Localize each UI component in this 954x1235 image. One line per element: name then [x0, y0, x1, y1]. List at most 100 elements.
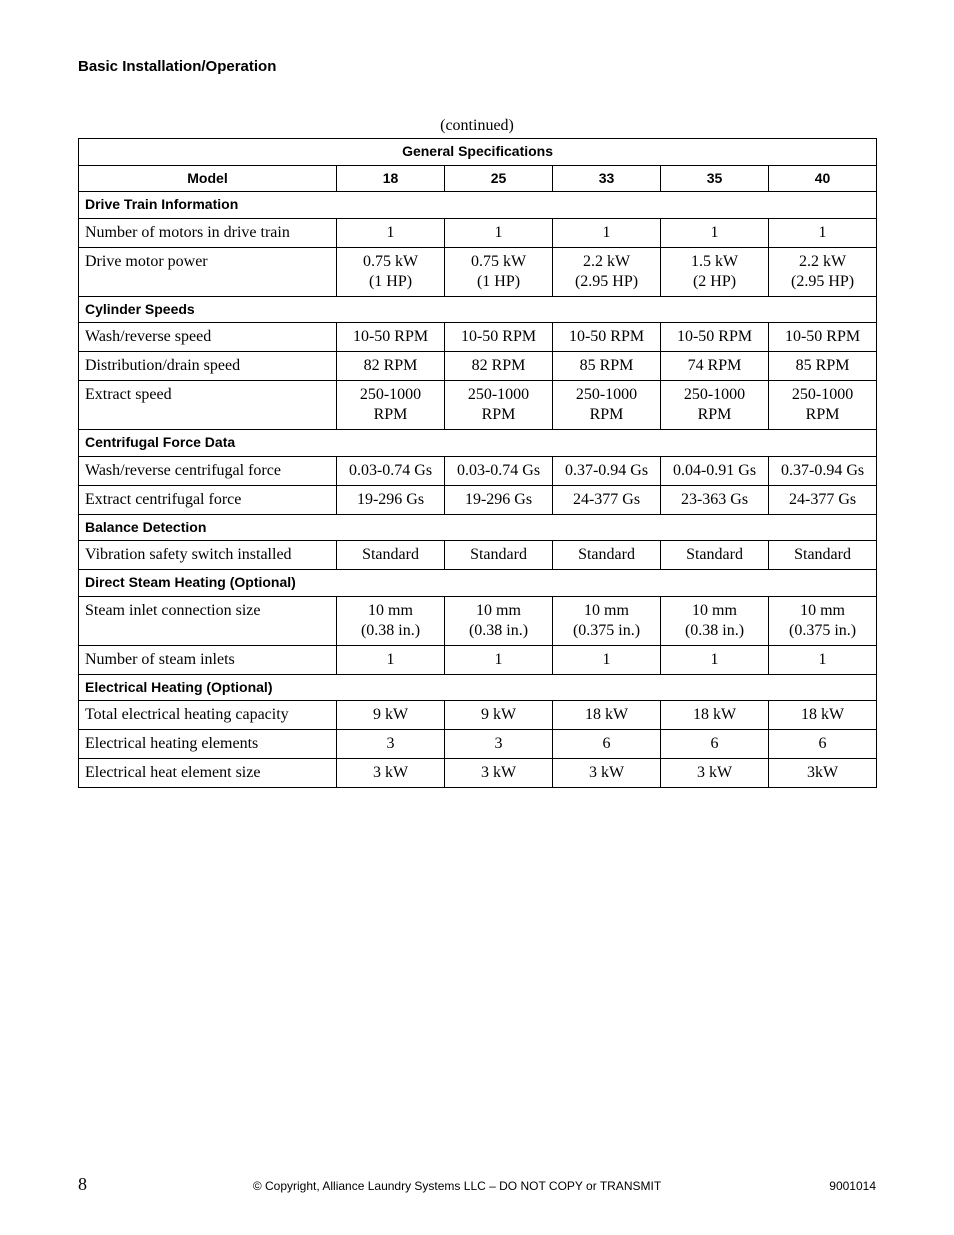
row-value: 6 — [769, 730, 877, 759]
model-col: 18 — [337, 165, 445, 192]
row-value: 1 — [661, 645, 769, 674]
row-value: 0.75 kW(1 HP) — [337, 247, 445, 296]
row-value: 18 kW — [553, 701, 661, 730]
section-row: Electrical Heating (Optional) — [79, 674, 877, 701]
table-title: General Specifications — [79, 139, 877, 166]
row-value: 10-50 RPM — [769, 323, 877, 352]
row-value: 10-50 RPM — [661, 323, 769, 352]
section-name: Drive Train Information — [79, 192, 877, 219]
section-name: Cylinder Speeds — [79, 296, 877, 323]
row-value: 85 RPM — [553, 352, 661, 381]
row-value: 74 RPM — [661, 352, 769, 381]
row-label: Total electrical heating capacity — [79, 701, 337, 730]
table-row: Wash/reverse centrifugal force0.03-0.74 … — [79, 456, 877, 485]
table-row: Electrical heat element size3 kW3 kW3 kW… — [79, 759, 877, 788]
section-row: Drive Train Information — [79, 192, 877, 219]
row-value: 3 — [445, 730, 553, 759]
row-value: 1 — [337, 218, 445, 247]
row-value: 1 — [445, 645, 553, 674]
row-value: 1.5 kW(2 HP) — [661, 247, 769, 296]
section-row: Direct Steam Heating (Optional) — [79, 570, 877, 597]
specifications-table: General Specifications Model 18 25 33 35… — [78, 138, 877, 788]
row-value: 0.03-0.74 Gs — [445, 456, 553, 485]
row-value: 3 kW — [337, 759, 445, 788]
model-col: 25 — [445, 165, 553, 192]
row-value: 10 mm(0.375 in.) — [553, 596, 661, 645]
table-row: Vibration safety switch installed Standar… — [79, 541, 877, 570]
row-value: 1 — [553, 218, 661, 247]
section-name: Balance Detection — [79, 514, 877, 541]
row-value: 250-1000 RPM — [661, 381, 769, 430]
row-value: 0.37-0.94 Gs — [769, 456, 877, 485]
row-value: 82 RPM — [337, 352, 445, 381]
row-value: 3 kW — [445, 759, 553, 788]
table-row: Drive motor power0.75 kW(1 HP)0.75 kW(1 … — [79, 247, 877, 296]
table-row: Distribution/drain speed82 RPM82 RPM85 R… — [79, 352, 877, 381]
row-value: 3 kW — [553, 759, 661, 788]
row-value: 9 kW — [445, 701, 553, 730]
row-label: Number of motors in drive train — [79, 218, 337, 247]
row-value: 18 kW — [769, 701, 877, 730]
row-value: 6 — [661, 730, 769, 759]
row-value: 3kW — [769, 759, 877, 788]
row-value: 1 — [661, 218, 769, 247]
row-value: 250-1000 RPM — [445, 381, 553, 430]
row-value: 250-1000 RPM — [337, 381, 445, 430]
row-value: 0.04-0.91 Gs — [661, 456, 769, 485]
row-label: Distribution/drain speed — [79, 352, 337, 381]
row-value: 24-377 Gs — [769, 485, 877, 514]
page-footer: 8 © Copyright, Alliance Laundry Systems … — [78, 1174, 876, 1195]
section-name: Electrical Heating (Optional) — [79, 674, 877, 701]
row-value: 250-1000 RPM — [553, 381, 661, 430]
model-col: 35 — [661, 165, 769, 192]
continued-label: (continued) — [78, 117, 876, 135]
row-value: 23-363 Gs — [661, 485, 769, 514]
model-col: 40 — [769, 165, 877, 192]
model-col: 33 — [553, 165, 661, 192]
row-value: 82 RPM — [445, 352, 553, 381]
row-value: 24-377 Gs — [553, 485, 661, 514]
row-label: Steam inlet connection size — [79, 596, 337, 645]
table-header-row: Model 18 25 33 35 40 — [79, 165, 877, 192]
row-label: Extract speed — [79, 381, 337, 430]
row-value: 3 kW — [661, 759, 769, 788]
table-row: Wash/reverse speed10-50 RPM10-50 RPM10-5… — [79, 323, 877, 352]
row-value: 0.37-0.94 Gs — [553, 456, 661, 485]
row-value: 85 RPM — [769, 352, 877, 381]
row-value: Standard — [769, 541, 877, 570]
row-value: Standard — [661, 541, 769, 570]
row-value: 250-1000 RPM — [769, 381, 877, 430]
row-label: Wash/reverse centrifugal force — [79, 456, 337, 485]
document-number: 9001014 — [776, 1179, 876, 1193]
row-value: 1 — [337, 645, 445, 674]
row-value: 10 mm(0.38 in.) — [661, 596, 769, 645]
row-value: Standard — [445, 541, 553, 570]
table-row: Number of steam inlets11111 — [79, 645, 877, 674]
section-name: Direct Steam Heating (Optional) — [79, 570, 877, 597]
row-value: 10 mm(0.375 in.) — [769, 596, 877, 645]
row-value: 10 mm(0.38 in.) — [337, 596, 445, 645]
row-label: Wash/reverse speed — [79, 323, 337, 352]
row-label: Drive motor power — [79, 247, 337, 296]
row-label: Vibration safety switch installed — [79, 541, 337, 570]
copyright-text: © Copyright, Alliance Laundry Systems LL… — [138, 1179, 776, 1193]
row-label: Electrical heat element size — [79, 759, 337, 788]
row-value: 19-296 Gs — [337, 485, 445, 514]
row-value: 19-296 Gs — [445, 485, 553, 514]
table-row: Extract speed250-1000 RPM250-1000 RPM250… — [79, 381, 877, 430]
section-row: Balance Detection — [79, 514, 877, 541]
table-row: Number of motors in drive train11111 — [79, 218, 877, 247]
table-row: Extract centrifugal force19-296 Gs19-296… — [79, 485, 877, 514]
row-label: Number of steam inlets — [79, 645, 337, 674]
row-value: 1 — [769, 218, 877, 247]
row-value: 10-50 RPM — [337, 323, 445, 352]
row-value: 10 mm(0.38 in.) — [445, 596, 553, 645]
row-value: 18 kW — [661, 701, 769, 730]
section-row: Centrifugal Force Data — [79, 430, 877, 457]
row-value: 0.03-0.74 Gs — [337, 456, 445, 485]
row-value: 0.75 kW(1 HP) — [445, 247, 553, 296]
row-value: 1 — [553, 645, 661, 674]
table-row: Total electrical heating capacity9 kW9 k… — [79, 701, 877, 730]
row-value: 2.2 kW(2.95 HP) — [769, 247, 877, 296]
row-value: Standard — [553, 541, 661, 570]
